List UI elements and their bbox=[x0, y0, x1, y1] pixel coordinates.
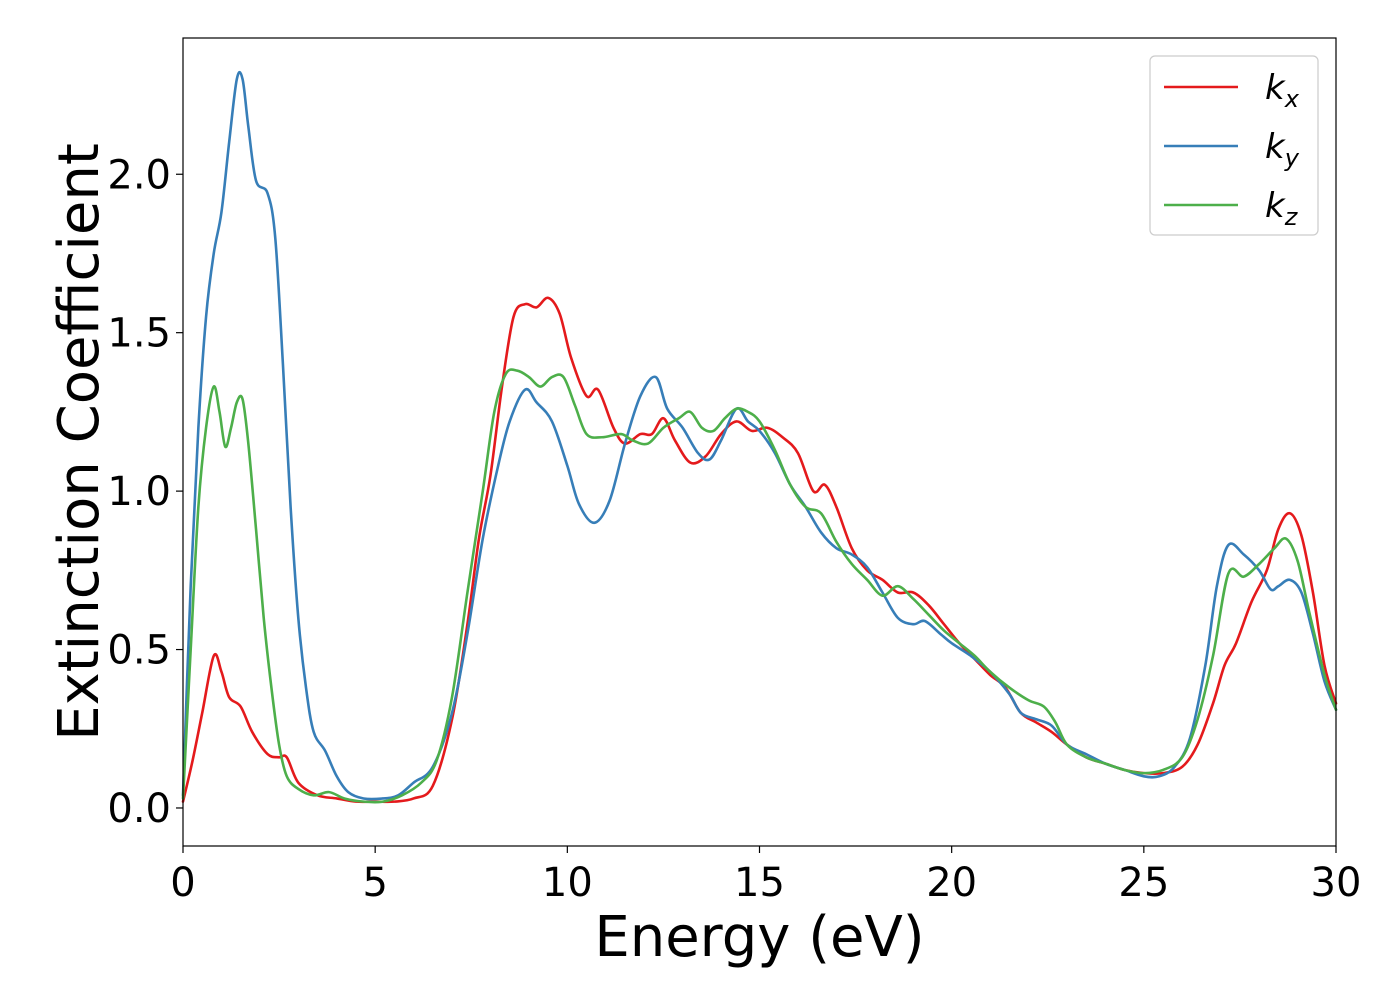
y-tick-label: 0.0 bbox=[107, 786, 171, 832]
legend-label-k-y: ky bbox=[1265, 127, 1300, 172]
y-axis-ticks: 0.0 0.5 1.0 1.5 2.0 bbox=[107, 152, 183, 832]
x-tick-label: 5 bbox=[362, 860, 387, 906]
x-axis-title: Energy (eV) bbox=[594, 905, 924, 970]
y-axis-title: Extinction Coefficient bbox=[47, 143, 112, 741]
y-tick-label: 0.5 bbox=[107, 628, 171, 674]
y-tick-label: 2.0 bbox=[107, 152, 171, 198]
x-tick-label: 15 bbox=[734, 860, 785, 906]
series-line-k-z bbox=[181, 368, 1338, 804]
legend-label-k-x: kx bbox=[1265, 68, 1300, 113]
series-layer bbox=[181, 70, 1338, 804]
series-line-k-y bbox=[181, 70, 1338, 801]
y-tick-label: 1.0 bbox=[107, 469, 171, 515]
y-tick-label: 1.5 bbox=[107, 311, 171, 357]
legend-label-k-z: kz bbox=[1265, 186, 1299, 231]
x-axis-ticks: 0 5 10 15 20 25 30 bbox=[170, 846, 1361, 906]
x-tick-label: 10 bbox=[542, 860, 593, 906]
x-tick-label: 25 bbox=[1118, 860, 1169, 906]
legend: kx ky kz bbox=[1149, 55, 1319, 236]
x-tick-label: 20 bbox=[926, 860, 977, 906]
x-tick-label: 0 bbox=[170, 860, 195, 906]
x-tick-label: 30 bbox=[1311, 860, 1362, 906]
